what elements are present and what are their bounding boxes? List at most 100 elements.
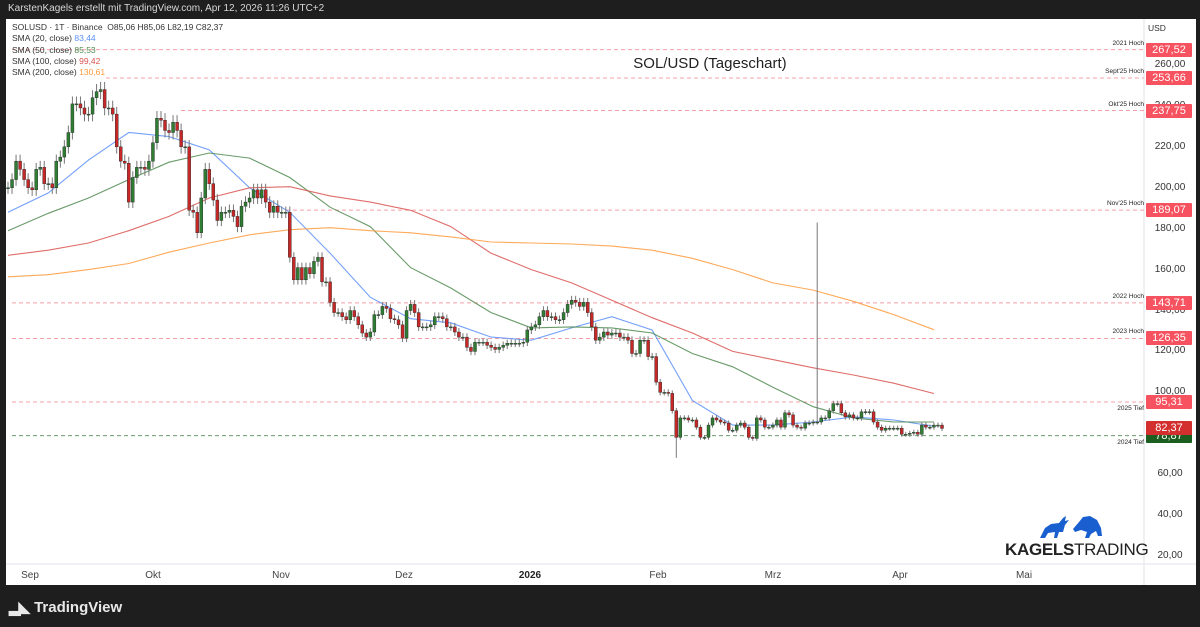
candle [787, 410, 791, 418]
candle [461, 333, 465, 342]
candle-body-down [577, 302, 582, 307]
candle [211, 177, 216, 206]
candle [231, 204, 236, 223]
candle [110, 100, 115, 122]
candle-body-up [517, 343, 521, 345]
candle [763, 417, 767, 430]
candle-body-up [598, 336, 602, 341]
high-value: H85,06 [137, 22, 165, 32]
candle-body-up [767, 426, 771, 429]
level-name: 2022 Hoch [1112, 292, 1144, 300]
candle [106, 100, 111, 116]
candle-body-up [481, 342, 485, 344]
candle-body-up [477, 342, 481, 344]
candle [147, 154, 151, 176]
price-tick-label: 160,00 [1154, 263, 1186, 275]
candle-body-up [561, 312, 566, 320]
candle [602, 328, 606, 342]
candle-body-up [920, 424, 924, 435]
candle [755, 415, 759, 441]
candle-body-up [827, 410, 831, 419]
candle-body-up [549, 316, 554, 318]
candle [445, 314, 449, 331]
tradingview-label: TradingView [34, 598, 123, 616]
candle [171, 115, 175, 140]
candle [912, 429, 916, 436]
candle-body-down [167, 130, 171, 133]
candle-body-down [871, 411, 876, 423]
candle [404, 306, 409, 343]
candle-body-down [416, 312, 421, 328]
candle [839, 400, 844, 416]
candle [10, 173, 14, 194]
candle-body-down [485, 342, 489, 346]
indicator-legend-0[interactable]: SMA (20, close) 83,44 [12, 33, 223, 44]
candle [433, 312, 437, 329]
candle [247, 192, 252, 209]
candle-body-up [66, 132, 71, 148]
candle-body-down [916, 432, 920, 435]
candle [610, 329, 614, 340]
price-tick-label: 20,00 [1157, 550, 1183, 562]
candle [288, 206, 292, 263]
chart-panel[interactable] [6, 19, 1196, 585]
candle [143, 160, 147, 176]
candle [424, 322, 429, 331]
indicator-value: 99,42 [79, 55, 101, 66]
candle [255, 183, 260, 204]
candle [429, 320, 433, 331]
candle-body-up [863, 411, 868, 413]
candle-body-up [739, 422, 743, 426]
candle [493, 343, 497, 354]
candle [791, 412, 795, 428]
indicator-legend-1[interactable]: SMA (50, close) 85,53 [12, 45, 223, 56]
candle-body-up [70, 103, 75, 133]
candle [392, 314, 397, 324]
tradingview-footer[interactable]: ▂◣ TradingView [9, 598, 123, 617]
time-tick-label: Nov [272, 570, 290, 581]
candle-body-up [932, 424, 936, 428]
indicator-legend-2[interactable]: SMA (100, close) 99,42 [12, 56, 223, 67]
candle-body-up [859, 411, 864, 419]
candle [420, 322, 425, 331]
level-name: 2025 Tief [1117, 404, 1144, 412]
candle-body-up [755, 417, 759, 439]
candle [263, 183, 268, 209]
candle-body-down [714, 417, 719, 421]
candle [795, 422, 799, 430]
candle [219, 206, 224, 227]
candle [416, 308, 421, 331]
candle-body-up [855, 417, 860, 420]
candle [340, 308, 344, 321]
candle [179, 123, 183, 154]
candle-body-down [875, 421, 880, 428]
indicator-value: 130,61 [79, 67, 106, 78]
candle-body-up [74, 103, 79, 106]
candle-body-down [674, 410, 678, 438]
candle [553, 312, 558, 324]
candle-body-up [219, 212, 224, 221]
candle-body-down [18, 160, 22, 170]
candle-body-up [533, 324, 538, 328]
candle-body-up [908, 433, 912, 435]
candle [304, 262, 308, 285]
candle-body-down [900, 427, 904, 435]
candle [6, 181, 10, 194]
candle [940, 422, 944, 431]
indicator-label: SMA (20, close) [12, 33, 72, 44]
candle-body-up [819, 417, 823, 423]
logo-text-trading: TRADING [1074, 540, 1149, 559]
price-tick-label: 260,00 [1154, 59, 1186, 70]
candle-body-up [372, 314, 377, 333]
time-tick-label: 2026 [518, 570, 542, 581]
level-price-tag: 143,71 [1146, 295, 1192, 310]
candle [622, 333, 626, 342]
indicator-legend-3[interactable]: SMA (200, close) 130,61 [12, 67, 223, 78]
candle [412, 299, 417, 317]
candle [316, 252, 320, 267]
candle [581, 297, 586, 311]
candle-body-down [412, 304, 417, 313]
candle-body-up [702, 437, 707, 439]
candle [54, 154, 59, 194]
